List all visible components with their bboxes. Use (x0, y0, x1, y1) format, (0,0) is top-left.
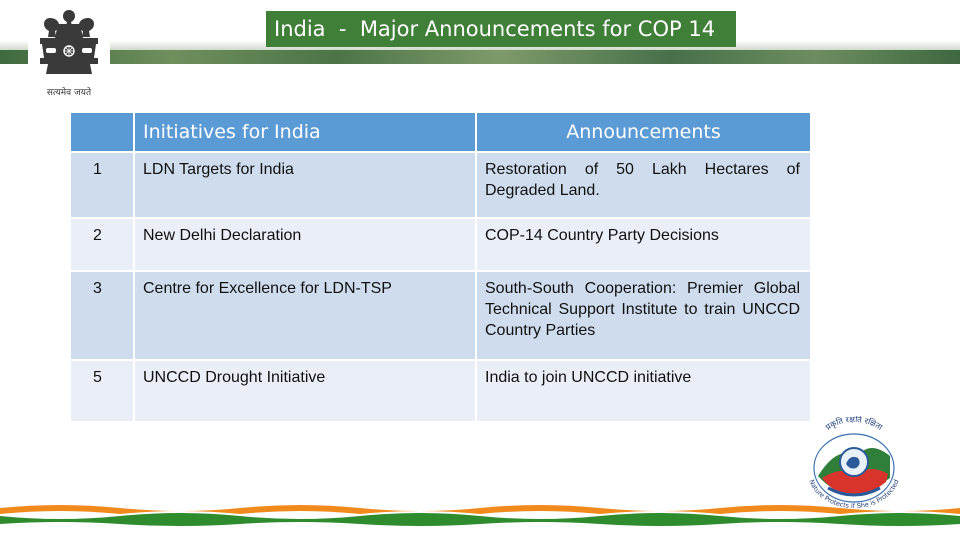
emblem-caption: सत्यमेव जयते (47, 86, 92, 98)
page-title: India - Major Announcements for COP 14 (274, 17, 716, 41)
svg-text:प्रकृति रक्षति रक्षिता: प्रकृति रक्षति रक्षिता (824, 416, 885, 432)
header-foliage-strip (0, 50, 960, 64)
row-number: 5 (69, 359, 135, 423)
table-row: 5 UNCCD Drought Initiative India to join… (69, 359, 812, 423)
nature-protects-logo: प्रकृति रक्षति रक्षिता Nature Protects i… (807, 416, 900, 510)
row-number: 3 (69, 270, 135, 361)
row-announcement: Restoration of 50 Lakh Hectares of Degra… (475, 151, 812, 219)
row-number: 2 (69, 217, 135, 272)
row-announcement: COP-14 Country Party Decisions (475, 217, 812, 272)
col-header-announcements: Announcements (475, 111, 812, 153)
row-initiative: UNCCD Drought Initiative (133, 359, 477, 423)
table-row: 2 New Delhi Declaration COP-14 Country P… (69, 217, 812, 272)
table-header-row: Initiatives for India Announcements (69, 111, 812, 153)
row-announcement: South-South Cooperation: Premier Global … (475, 270, 812, 361)
row-initiative: New Delhi Declaration (133, 217, 477, 272)
row-initiative: LDN Targets for India (133, 151, 477, 219)
row-number: 1 (69, 151, 135, 219)
col-header-initiatives: Initiatives for India (133, 111, 477, 153)
tricolor-wave-band (0, 505, 960, 526)
title-banner (266, 11, 736, 47)
row-announcement: India to join UNCCD initiative (475, 359, 812, 423)
row-initiative: Centre for Excellence for LDN-TSP (133, 270, 477, 361)
emblem-icon: सत्यमेव जयते (40, 10, 98, 98)
national-emblem: सत्यमेव जयते (28, 4, 110, 102)
logo-top-text: प्रकृति रक्षति रक्षिता (824, 416, 885, 432)
table-row: 1 LDN Targets for India Restoration of 5… (69, 151, 812, 219)
table-row: 3 Centre for Excellence for LDN-TSP Sout… (69, 270, 812, 361)
announcements-table: Initiatives for India Announcements 1 LD… (69, 111, 812, 423)
col-header-number (69, 111, 135, 153)
